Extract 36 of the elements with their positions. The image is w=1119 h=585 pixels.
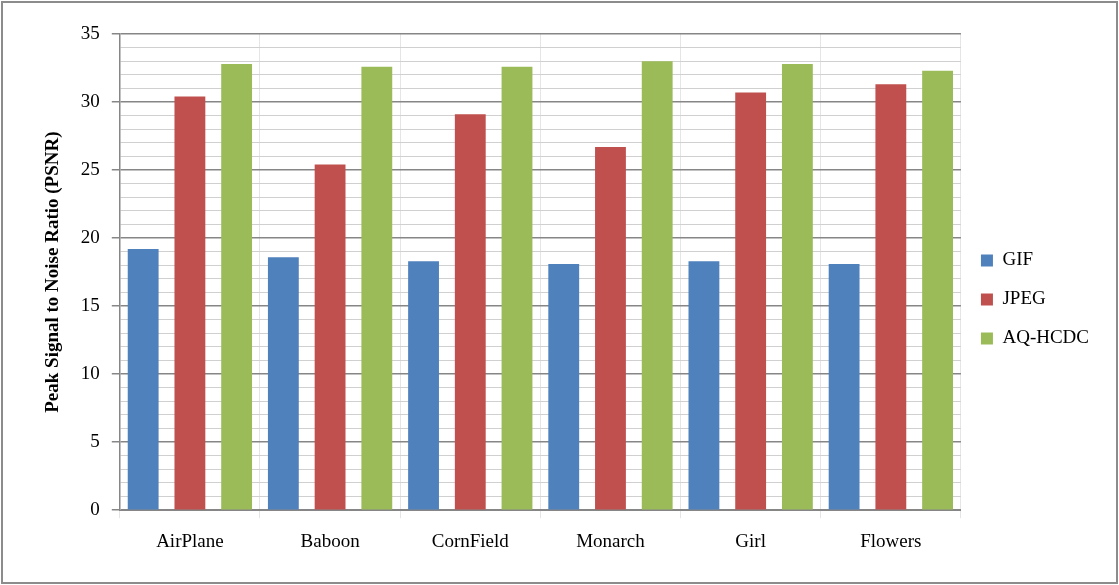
bar: [641, 61, 673, 510]
x-tick-label: AirPlane: [156, 529, 224, 551]
x-tick-label: Baboon: [300, 529, 361, 551]
y-tick-label: 30: [80, 90, 100, 112]
y-tick-label: 35: [80, 21, 100, 43]
x-tick-label: Flowers: [860, 529, 922, 551]
bar: [174, 96, 206, 510]
bar: [408, 261, 439, 510]
bar: [361, 66, 393, 510]
bar: [922, 70, 953, 510]
y-tick-label: 15: [80, 294, 100, 316]
bar: [828, 263, 860, 510]
x-tick-label: CornField: [431, 529, 510, 551]
bar: [688, 261, 720, 510]
bar: [314, 164, 346, 510]
bar: [595, 146, 626, 510]
bar: [781, 63, 813, 510]
y-tick-label: 0: [90, 498, 100, 520]
bar: [735, 92, 767, 510]
bar: [127, 248, 159, 510]
y-axis-title: Peak Signal to Noise Ratio (PSNR): [41, 131, 64, 413]
legend-label: AQ-HCDC: [1002, 326, 1089, 348]
y-tick-label: 25: [80, 158, 100, 180]
bar: [875, 84, 907, 510]
legend-label: GIF: [1002, 248, 1034, 270]
bar: [548, 263, 580, 510]
x-tick-label: Girl: [735, 529, 766, 551]
bar: [221, 63, 253, 510]
bar: [454, 114, 486, 510]
x-tick-label: Monarch: [576, 529, 646, 551]
legend-label: JPEG: [1002, 287, 1047, 309]
y-tick-label: 20: [80, 226, 100, 248]
y-tick-label: 10: [80, 362, 100, 384]
bar: [501, 66, 533, 510]
bar: [267, 257, 299, 510]
y-tick-label: 5: [90, 430, 100, 452]
